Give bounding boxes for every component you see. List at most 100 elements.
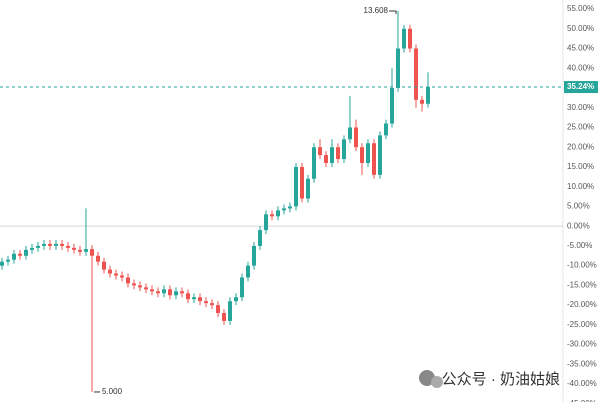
- candle-body: [6, 259, 10, 262]
- candle-body: [240, 277, 244, 298]
- candle-body: [300, 166, 304, 199]
- candle-body: [354, 127, 358, 148]
- candle-body: [168, 289, 172, 296]
- y-tick-label: -20.00%: [567, 300, 597, 309]
- high-marker: 13.608: [364, 6, 389, 15]
- candle-body: [408, 28, 412, 49]
- candle-body: [294, 166, 298, 207]
- candle-body: [48, 243, 52, 246]
- y-tick-label: -15.00%: [567, 280, 597, 289]
- y-tick-label: -10.00%: [567, 261, 597, 270]
- candle-body: [84, 249, 88, 252]
- candle-body: [228, 301, 232, 321]
- candle-body: [30, 247, 34, 250]
- candle-body: [0, 261, 4, 266]
- y-tick-label: 10.00%: [567, 182, 594, 191]
- candle-body: [72, 247, 76, 250]
- candle-body: [192, 297, 196, 300]
- y-tick-label: 55.00%: [567, 4, 594, 13]
- y-tick-label: 40.00%: [567, 63, 594, 72]
- candle-body: [12, 253, 16, 260]
- candle-body: [384, 123, 388, 136]
- y-tick-label: 20.00%: [567, 142, 594, 151]
- candle-body: [108, 269, 112, 274]
- candle-body: [60, 243, 64, 246]
- candle-body: [144, 287, 148, 290]
- y-tick-label: -40.00%: [567, 379, 597, 388]
- candle-body: [348, 127, 352, 140]
- y-tick-label: -5.00%: [567, 241, 592, 250]
- candle-body: [414, 48, 418, 100]
- candle-body: [18, 253, 22, 256]
- candle-body: [150, 289, 154, 292]
- candle-body: [156, 291, 160, 294]
- candle-body: [306, 178, 310, 199]
- y-tick-label: 30.00%: [567, 103, 594, 112]
- high-marker-arrow: [389, 10, 397, 15]
- y-tick-label: 0.00%: [567, 221, 590, 230]
- candle-body: [102, 261, 106, 270]
- candle-body: [372, 143, 376, 175]
- candle-body: [42, 243, 46, 246]
- candle-body: [420, 99, 424, 104]
- candle-body: [378, 135, 382, 175]
- candle-body: [342, 139, 346, 160]
- y-tick-label: 25.00%: [567, 123, 594, 132]
- candle-body: [138, 285, 142, 288]
- candle-body: [132, 283, 136, 286]
- candle-body: [246, 265, 250, 278]
- candle-body: [276, 210, 280, 217]
- price-label: 35.24%: [567, 82, 594, 91]
- candle-body: [66, 245, 70, 248]
- candle-body: [360, 147, 364, 163]
- watermark-icon: [419, 370, 443, 388]
- candle-body: [162, 289, 166, 294]
- candle-body: [402, 28, 406, 49]
- candle-body: [54, 243, 58, 246]
- candle-body: [24, 249, 28, 256]
- candle-body: [252, 245, 256, 266]
- price-label-box: [564, 81, 598, 94]
- candle-body: [318, 147, 322, 156]
- candle-body: [258, 230, 262, 246]
- candle-body: [126, 277, 130, 284]
- candle-body: [312, 147, 316, 179]
- candle-body: [270, 214, 274, 217]
- candle-body: [120, 275, 124, 278]
- candle-body: [396, 48, 400, 88]
- y-tick-label: 45.00%: [567, 44, 594, 53]
- candle-body: [336, 147, 340, 160]
- candle-body: [90, 249, 94, 256]
- y-tick-label: -30.00%: [567, 340, 597, 349]
- y-tick-label: -25.00%: [567, 320, 597, 329]
- candle-body: [264, 214, 268, 231]
- candle-body: [186, 293, 190, 300]
- y-tick-label: -35.00%: [567, 359, 597, 368]
- candle-body: [390, 87, 394, 124]
- candle-body: [222, 313, 226, 321]
- candle-body: [366, 143, 370, 163]
- candle-body: [426, 87, 430, 104]
- candle-body: [204, 301, 208, 304]
- y-tick-label: -45.00%: [567, 399, 597, 402]
- candle-body: [36, 245, 40, 248]
- candle-body: [96, 255, 100, 262]
- candle-body: [216, 305, 220, 314]
- candle-body: [210, 303, 214, 306]
- candle-body: [198, 297, 202, 302]
- low-marker: 5.000: [102, 387, 123, 396]
- y-tick-label: 5.00%: [567, 202, 590, 211]
- candle-body: [234, 297, 238, 302]
- candle-body: [78, 249, 82, 252]
- candle-body: [330, 147, 334, 163]
- candle-body: [282, 208, 286, 211]
- candle-body: [114, 273, 118, 276]
- y-tick-label: 50.00%: [567, 24, 594, 33]
- candle-body: [288, 206, 292, 209]
- candle-body: [324, 155, 328, 163]
- candle-body: [180, 291, 184, 294]
- y-tick-label: 15.00%: [567, 162, 594, 171]
- candle-body: [174, 291, 178, 296]
